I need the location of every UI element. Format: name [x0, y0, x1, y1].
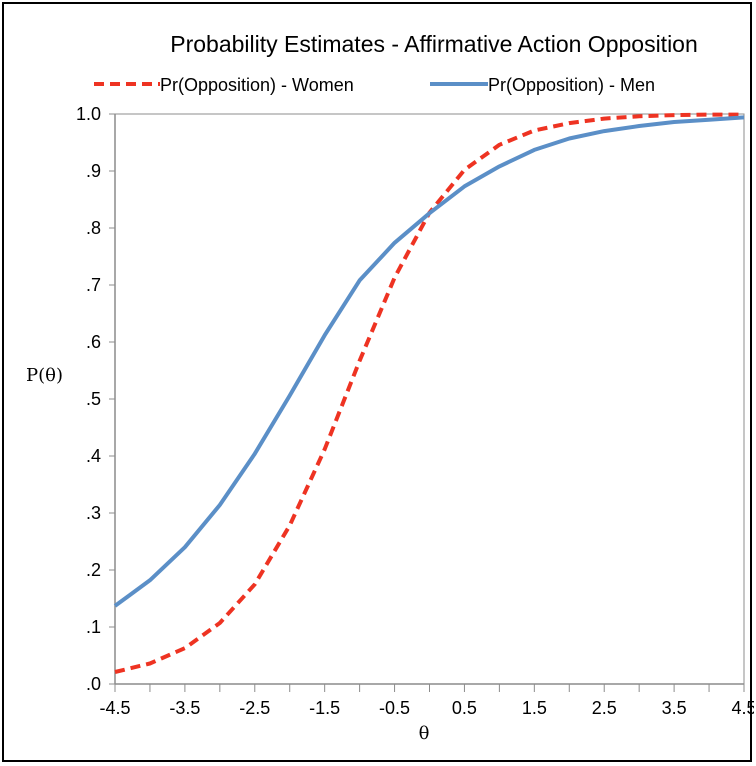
x-tick-label: -3.5: [169, 698, 200, 718]
y-tick-label: .9: [86, 161, 101, 181]
series-line-men: [113, 115, 745, 608]
y-tick-label: 1.0: [76, 104, 101, 124]
y-tick-label: .6: [86, 332, 101, 352]
legend: Pr(Opposition) - Women Pr(Opposition) - …: [94, 75, 655, 95]
legend-label-men: Pr(Opposition) - Men: [488, 75, 655, 95]
y-tick-label: .1: [86, 617, 101, 637]
series-line-women: [114, 112, 744, 674]
y-tick-label: .5: [86, 389, 101, 409]
x-tick-label: -4.5: [99, 698, 130, 718]
x-tick-label: 3.5: [662, 698, 687, 718]
legend-label-women: Pr(Opposition) - Women: [160, 75, 354, 95]
plot-border: [114, 113, 745, 685]
x-axis-label: θ: [419, 723, 430, 744]
x-tick-label: 4.5: [731, 698, 754, 718]
y-tick-label: .3: [86, 503, 101, 523]
chart-title: Probability Estimates - Affirmative Acti…: [170, 31, 698, 57]
x-tick-label: 2.5: [592, 698, 617, 718]
x-tick-label: -2.5: [239, 698, 270, 718]
x-tick-label: 0.5: [452, 698, 477, 718]
x-tick-label: -0.5: [379, 698, 410, 718]
x-tick-label: -1.5: [309, 698, 340, 718]
y-tick-label: .2: [86, 560, 101, 580]
y-tick-label: .4: [86, 446, 101, 466]
y-axis-label: P(θ): [26, 365, 63, 386]
plot-area: .0 .1 .2 .3 .4 .5 .6 .7 .8 .9 1.0 -4.5 -3.5 -2.5 -1.5 -…: [76, 104, 754, 718]
y-tick-label: .8: [86, 218, 101, 238]
y-tick-label: .0: [86, 674, 101, 694]
line-chart: Probability Estimates - Affirmative Acti…: [26, 31, 754, 744]
y-tick-label: .7: [86, 275, 101, 295]
x-tick-label: 1.5: [522, 698, 547, 718]
